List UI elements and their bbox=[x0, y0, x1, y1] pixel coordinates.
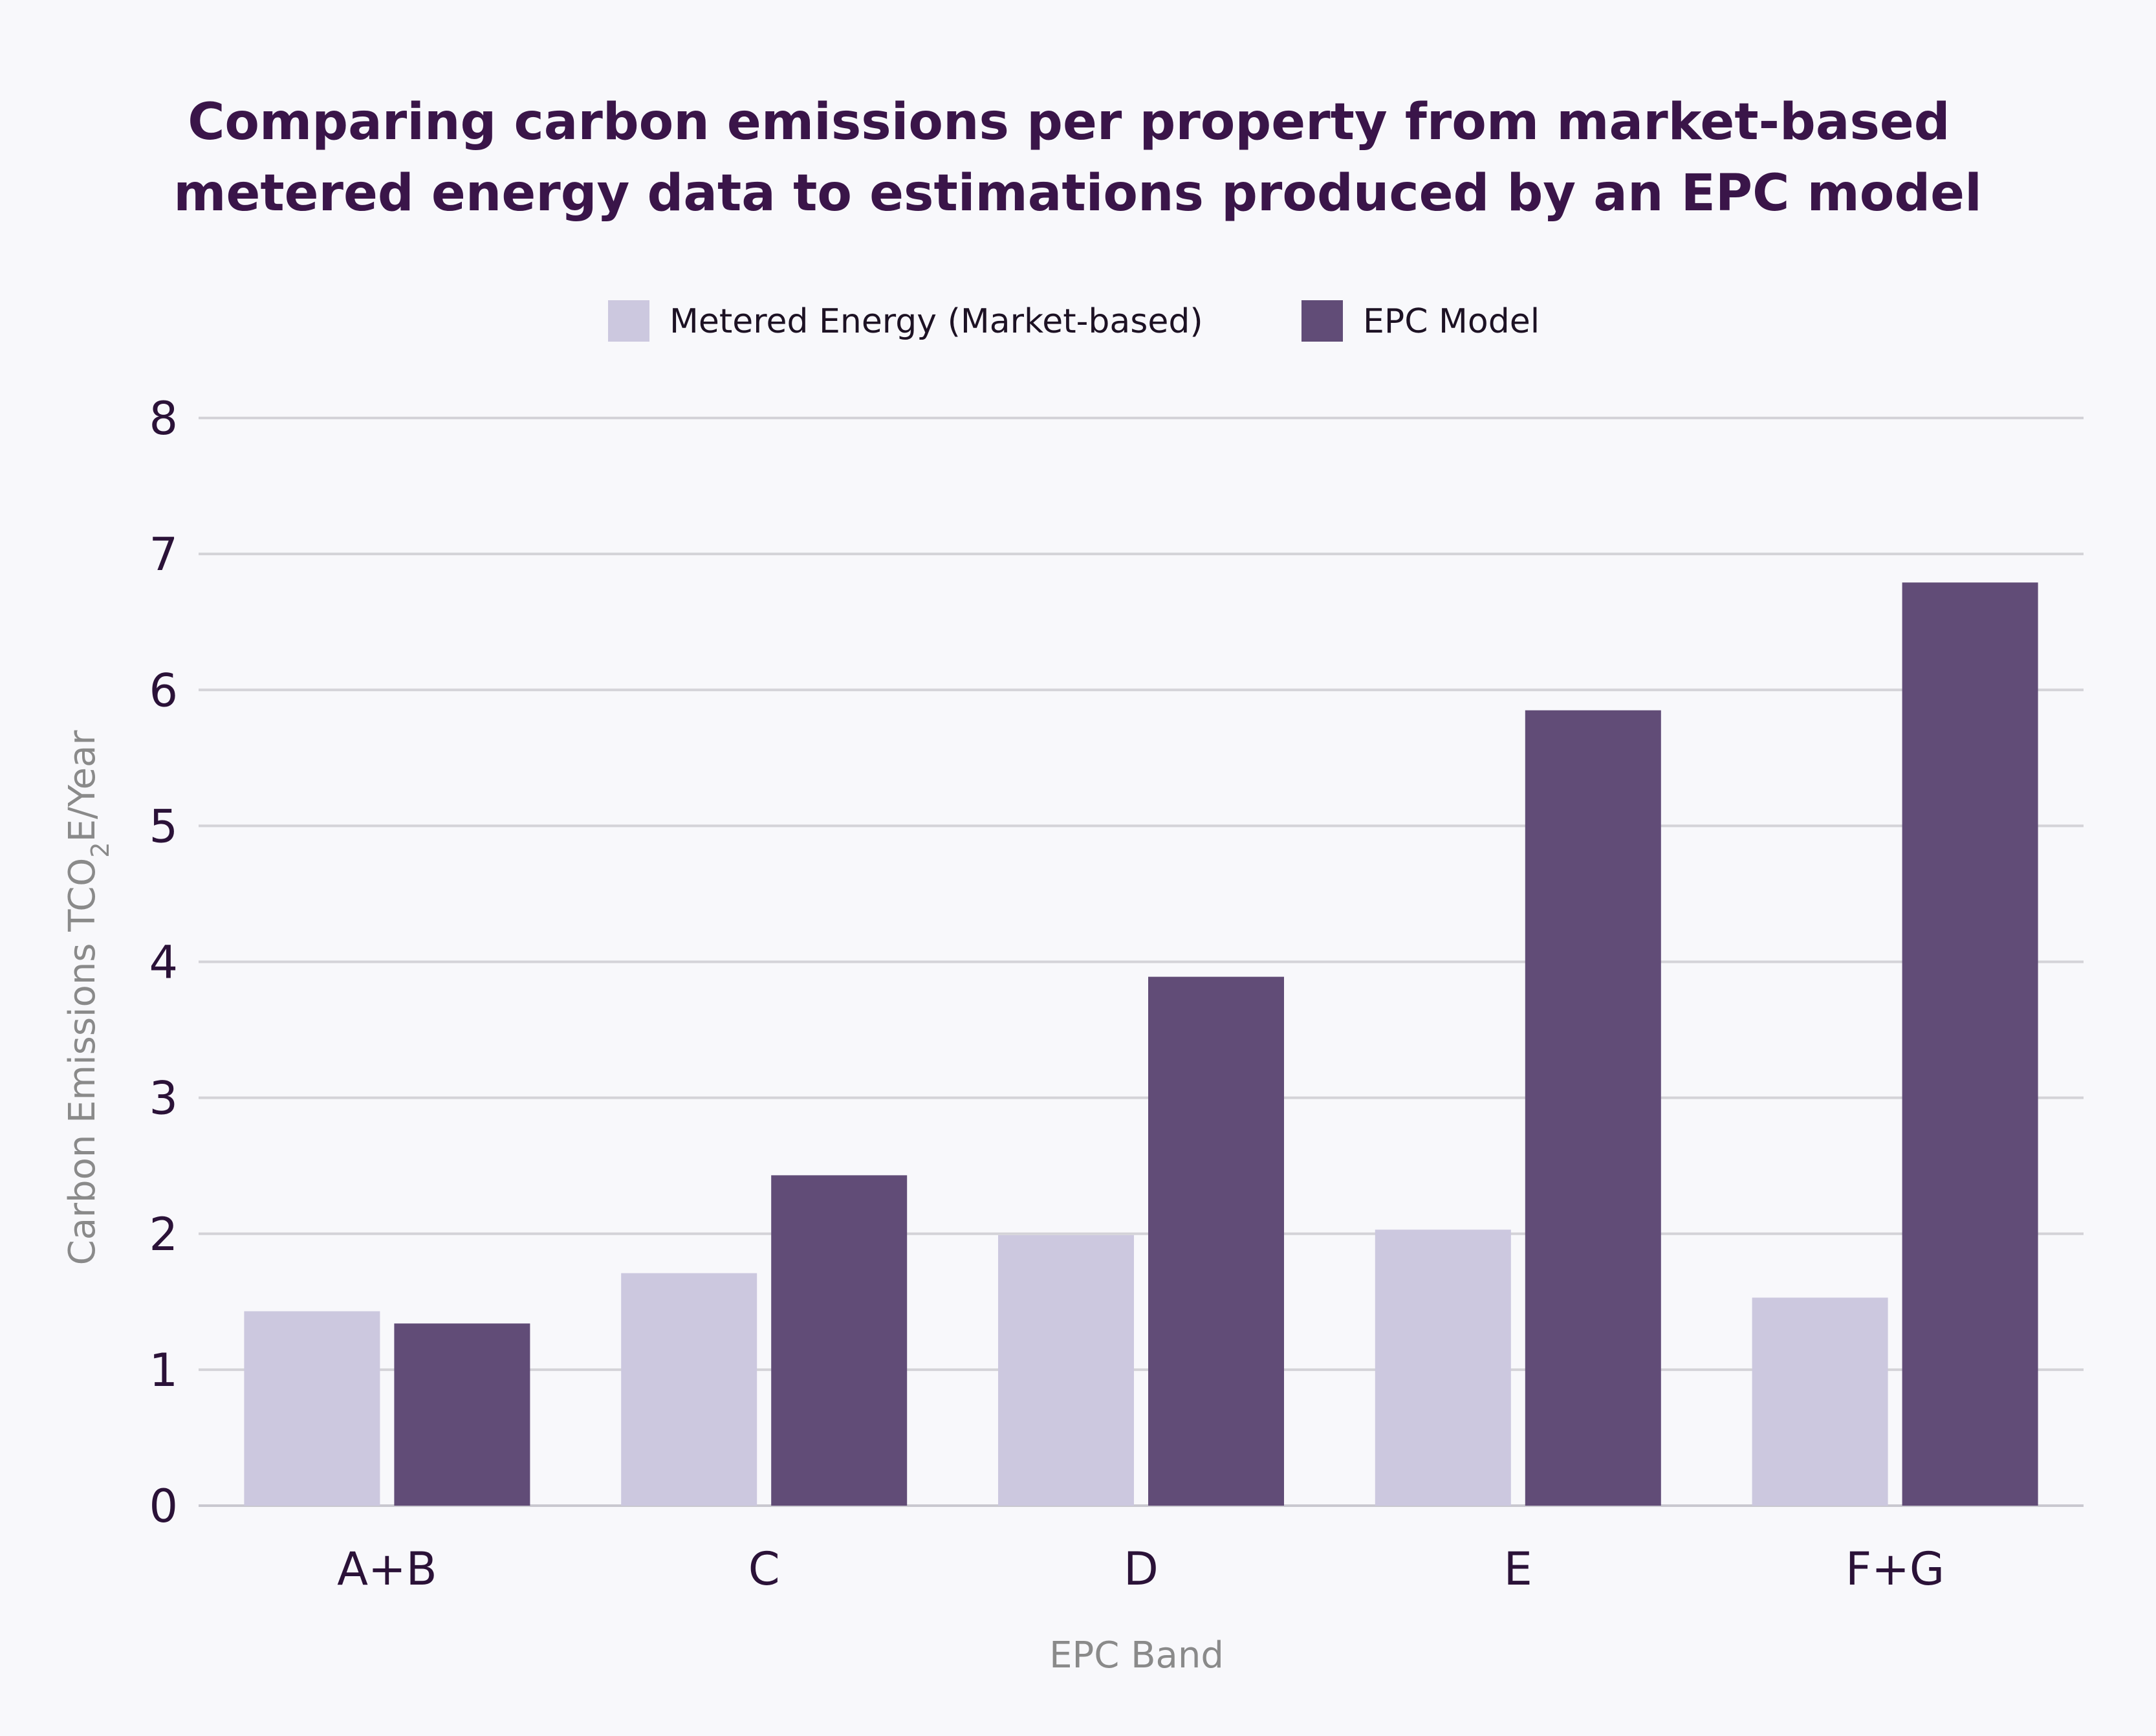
chart-title-line-2: metered energy data to estimations produ… bbox=[173, 164, 1982, 223]
bar-metered-A+B bbox=[244, 1311, 380, 1506]
y-tick-label: 8 bbox=[149, 392, 178, 445]
bar-epc-C bbox=[771, 1175, 908, 1506]
y-tick-label: 6 bbox=[149, 664, 178, 717]
chart-title-line-1: Comparing carbon emissions per property … bbox=[188, 93, 1950, 151]
legend-swatch-metered bbox=[608, 300, 649, 342]
y-axis-ticks: 0 1 2 3 4 5 6 7 8 bbox=[149, 392, 178, 1533]
legend-swatch-epc bbox=[1301, 300, 1343, 342]
x-tick-label: E bbox=[1504, 1543, 1532, 1596]
x-tick-label: C bbox=[748, 1543, 780, 1596]
x-axis-label: EPC Band bbox=[1049, 1634, 1224, 1676]
bar-epc-A+B bbox=[394, 1323, 530, 1506]
legend-label-epc: EPC Model bbox=[1363, 302, 1540, 341]
bar-metered-D bbox=[998, 1235, 1134, 1506]
bar-metered-C bbox=[621, 1273, 757, 1506]
x-axis-ticks: A+B C D E F+G bbox=[337, 1543, 1944, 1596]
legend: Metered Energy (Market-based) EPC Model bbox=[608, 300, 1540, 342]
y-tick-label: 7 bbox=[149, 528, 178, 581]
x-tick-label: F+G bbox=[1846, 1543, 1944, 1596]
chart-title: Comparing carbon emissions per property … bbox=[173, 93, 1982, 223]
bar-metered-F+G bbox=[1752, 1297, 1888, 1506]
bar-epc-D bbox=[1148, 976, 1284, 1506]
x-tick-label: A+B bbox=[337, 1543, 437, 1596]
y-tick-label: 5 bbox=[149, 800, 178, 853]
y-tick-label: 3 bbox=[149, 1072, 178, 1125]
y-tick-label: 1 bbox=[149, 1344, 178, 1397]
y-tick-label: 2 bbox=[149, 1208, 178, 1261]
y-tick-label: 0 bbox=[149, 1480, 178, 1533]
bar-epc-E bbox=[1525, 710, 1661, 1506]
bars bbox=[244, 582, 2038, 1506]
legend-label-metered: Metered Energy (Market-based) bbox=[670, 302, 1203, 341]
y-axis-label: Carbon Emissions TCO2E/Year bbox=[61, 730, 114, 1266]
bar-metered-E bbox=[1375, 1229, 1511, 1506]
y-tick-label: 4 bbox=[149, 936, 178, 989]
x-tick-label: D bbox=[1124, 1543, 1159, 1596]
bar-epc-F+G bbox=[1902, 582, 2038, 1506]
